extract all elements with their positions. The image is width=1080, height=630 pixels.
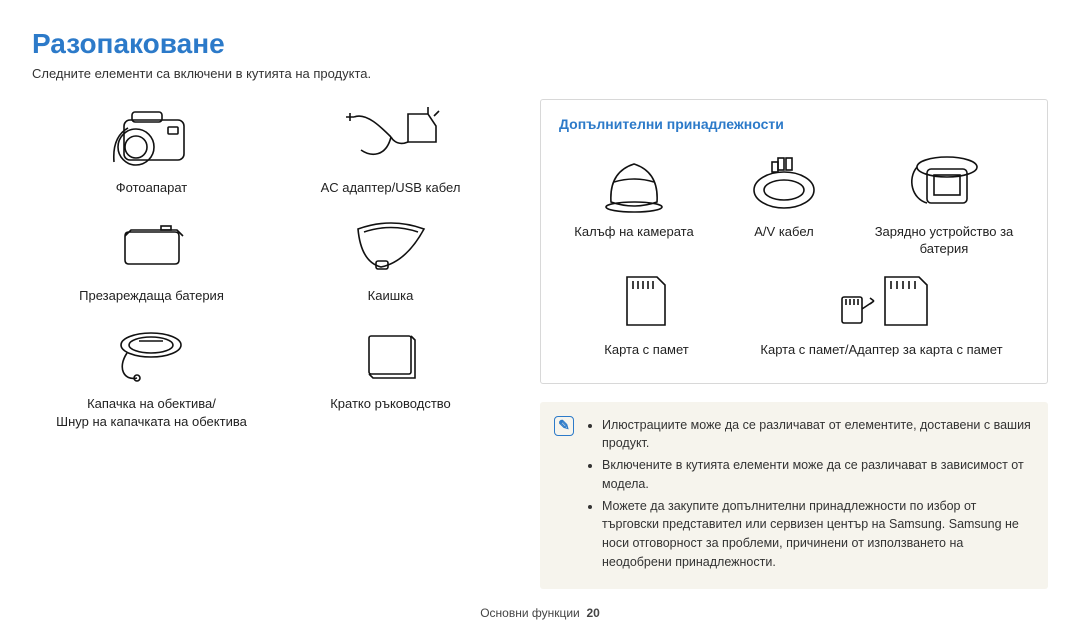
item-lenscap: Капачка на обектива/ Шнур на капачката н…: [37, 315, 267, 430]
memcard-icon: [562, 262, 732, 342]
acc-label: Карта с памет: [562, 342, 732, 359]
page-footer: Основни функции 20: [0, 606, 1080, 620]
acc-label: Карта с памет/Адаптер за карта с памет: [737, 342, 1027, 359]
footer-page: 20: [586, 606, 599, 620]
accessories-title: Допълнителни принадлежности: [559, 116, 1029, 132]
page-subtitle: Следните елементи са включени в кутията …: [32, 66, 1048, 81]
acc-memadapter: Карта с памет/Адаптер за карта с памет: [737, 262, 1027, 359]
footer-text: Основни функции: [480, 606, 580, 620]
item-adapter: AC адаптер/USB кабел: [276, 99, 506, 197]
charger-icon: [859, 144, 1029, 224]
acc-charger: Зарядно устройство за батерия: [859, 144, 1029, 258]
note-item: Можете да закупите допълнителни принадле…: [602, 497, 1032, 572]
item-battery: Презареждаща батерия: [37, 207, 267, 305]
content-columns: Фотоапарат AC адаптер/USB кабел: [32, 99, 1048, 589]
acc-label: Зарядно устройство за: [859, 224, 1029, 241]
acc-avcable: A/V кабел: [709, 144, 859, 258]
note-icon: ✎: [554, 416, 574, 436]
guide-icon: [276, 315, 506, 395]
accessories-row-2: Карта с памет: [559, 262, 1029, 359]
acc-label: A/V кабел: [709, 224, 859, 241]
note-item: Включените в кутията елементи може да се…: [602, 456, 1032, 494]
item-label: Презареждаща батерия: [37, 287, 267, 305]
item-camera: Фотоапарат: [37, 99, 267, 197]
accessories-row-1: Калъф на камерата A/V кабел: [559, 144, 1029, 258]
item-label: Фотоапарат: [37, 179, 267, 197]
notes-list: Илюстрациите може да се различават от ел…: [586, 416, 1032, 572]
avcable-icon: [709, 144, 859, 224]
item-label: AC адаптер/USB кабел: [276, 179, 506, 197]
case-icon: [559, 144, 709, 224]
acc-memcard: Карта с памет: [562, 262, 732, 359]
included-items: Фотоапарат AC адаптер/USB кабел: [32, 99, 510, 589]
adapter-icon: [276, 99, 506, 179]
acc-sublabel: батерия: [859, 241, 1029, 258]
item-guide: Кратко ръководство: [276, 315, 506, 430]
right-column: Допълнителни принадлежности Калъф на кам…: [540, 99, 1048, 589]
acc-label: Калъф на камерата: [559, 224, 709, 241]
battery-icon: [37, 207, 267, 287]
item-label: Каишка: [276, 287, 506, 305]
memadapter-icon: [737, 262, 1027, 342]
lenscap-icon: [37, 315, 267, 395]
item-strap: Каишка: [276, 207, 506, 305]
acc-case: Калъф на камерата: [559, 144, 709, 258]
item-label: Кратко ръководство: [276, 395, 506, 413]
strap-icon: [276, 207, 506, 287]
camera-icon: [37, 99, 267, 179]
item-label: Капачка на обектива/: [37, 395, 267, 413]
accessories-box: Допълнителни принадлежности Калъф на кам…: [540, 99, 1048, 384]
notes-box: ✎ Илюстрациите може да се различават от …: [540, 402, 1048, 589]
item-sublabel: Шнур на капачката на обектива: [37, 414, 267, 431]
note-item: Илюстрациите може да се различават от ел…: [602, 416, 1032, 454]
page-title: Разопаковане: [32, 28, 1048, 60]
